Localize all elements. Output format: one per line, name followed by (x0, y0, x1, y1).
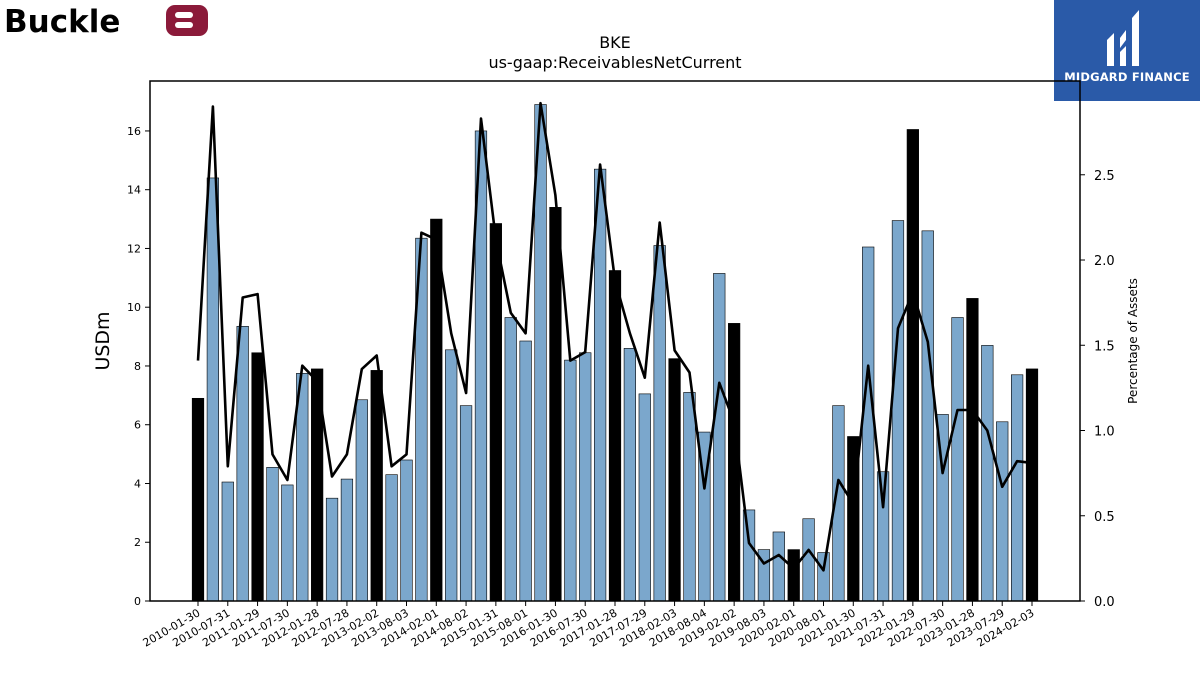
company-logo-text: Buckle (4, 4, 120, 38)
bar (489, 223, 502, 602)
bar (787, 549, 800, 602)
bar (921, 230, 934, 602)
bar (266, 467, 279, 602)
bar (1025, 368, 1039, 602)
bar (504, 317, 517, 602)
bar (981, 345, 994, 602)
bar (370, 370, 383, 602)
y-tick-label: 16 (127, 125, 141, 138)
bar (191, 397, 205, 602)
y-tick-label: 0 (134, 595, 141, 608)
bar (802, 518, 815, 602)
bar (385, 474, 398, 602)
bar (593, 168, 607, 602)
bar (638, 393, 651, 602)
bar (951, 317, 964, 602)
y2-tick-label: 2.5 (1094, 169, 1115, 184)
bar (862, 246, 875, 602)
chart-title: BKE (599, 33, 631, 52)
bar (653, 245, 666, 602)
bar (817, 552, 830, 602)
bar (549, 207, 562, 602)
y-tick-label: 10 (127, 301, 141, 314)
y2-tick-label: 0.5 (1094, 510, 1115, 525)
bar (891, 220, 905, 602)
bar (683, 392, 696, 602)
bar (1010, 374, 1024, 602)
bar (906, 129, 919, 602)
y2-tick-label: 0.0 (1094, 595, 1115, 610)
sponsor-logo: MIDGARD FINANCE (1054, 0, 1200, 101)
bar (519, 340, 532, 602)
bar (251, 352, 264, 602)
bar (564, 359, 577, 602)
bar (579, 352, 592, 602)
bar (206, 177, 220, 602)
bar (742, 509, 756, 602)
bar (966, 298, 979, 602)
y-tick-label: 12 (127, 242, 141, 255)
bar (623, 348, 637, 602)
company-logo: Buckle (4, 4, 214, 40)
bar (713, 273, 726, 602)
bar (281, 484, 294, 602)
bar (772, 531, 785, 602)
bar (325, 497, 339, 602)
sponsor-logo-mark (1107, 33, 1114, 66)
y2-axis-label: Percentage of Assets (1126, 278, 1140, 404)
y2-tick-label: 1.5 (1094, 339, 1115, 354)
bar (668, 358, 681, 602)
y2-tick-label: 2.0 (1094, 254, 1115, 269)
y-tick-label: 2 (134, 536, 141, 549)
bar (296, 373, 309, 602)
sponsor-logo-text: MIDGARD FINANCE (1064, 70, 1190, 84)
y-tick-label: 8 (134, 360, 141, 373)
bar (876, 471, 890, 602)
bar (608, 270, 622, 602)
bar (996, 421, 1009, 602)
y-tick-label: 14 (127, 184, 141, 197)
bar (355, 399, 368, 602)
y2-tick-label: 1.0 (1094, 425, 1115, 440)
bar (236, 326, 249, 602)
y-tick-label: 4 (134, 477, 141, 490)
y-axis-label: USDm (92, 311, 114, 370)
chart-subtitle: us-gaap:ReceivablesNetCurrent (488, 53, 741, 72)
bar (221, 481, 234, 602)
y-tick-label: 6 (134, 419, 141, 432)
bar (430, 218, 443, 602)
bar (340, 478, 354, 602)
bar (459, 405, 473, 602)
percent-line (196, 101, 1033, 572)
bar (445, 349, 458, 602)
bar (400, 459, 413, 602)
